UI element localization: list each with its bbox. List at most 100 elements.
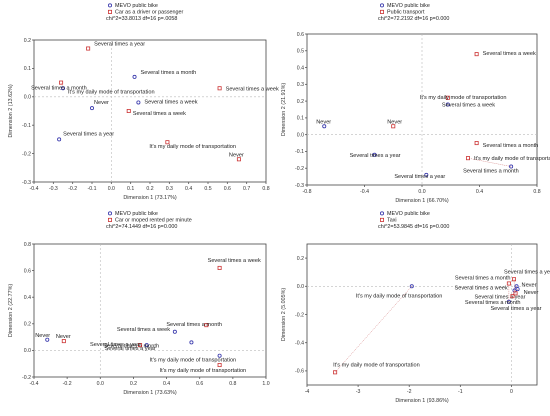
x-axis-title: Dimension 1 (73.63%) [123, 390, 177, 396]
data-point-label: It's my daily mode of transportation [149, 144, 236, 150]
x-tick-label: 1.0 [262, 381, 269, 387]
y-axis-title: Dimension 2 (13.62%) [8, 84, 14, 138]
data-point-circle [61, 86, 66, 91]
y-tick-label: -0.2 [22, 375, 31, 381]
x-tick-label: 0.8 [262, 186, 269, 192]
chi-square-stat: chi^2=74.1449 df=16 p=0.000 [106, 224, 177, 230]
legend-label: MEVO public bike [387, 3, 430, 9]
y-axis-title: Dimension 2 (21.91%) [281, 83, 287, 137]
x-tick-label: -0.4 [360, 189, 369, 195]
data-point-circle [172, 329, 177, 334]
x-tick-label: -0.8 [303, 189, 312, 195]
data-point-label: Several times a year [475, 295, 526, 301]
data-point-label: Never [387, 119, 402, 125]
data-point-square [217, 265, 222, 270]
data-point-label: Several times a month [103, 343, 159, 349]
x-tick-label: 0.5 [204, 186, 211, 192]
chi-square-stat: chi^2=72.2192 df=16 p=0.000 [378, 16, 449, 22]
data-point-label: Several times a week [208, 258, 261, 264]
data-point-circle [136, 100, 141, 105]
legend-marker-square [380, 217, 385, 222]
data-point-label: Several times a month [455, 275, 511, 281]
y-tick-label: 0.6 [24, 268, 31, 274]
data-point-square [511, 277, 516, 282]
data-point-label: It's my daily mode of transportation [474, 156, 550, 162]
y-tick-label: 0.4 [297, 65, 304, 71]
legend-label: MEVO public bike [115, 211, 158, 217]
data-point-label: Never [35, 333, 50, 339]
data-point-label: Several times a month [483, 143, 539, 149]
data-point-label: Several times a week [117, 327, 170, 333]
data-point-circle [132, 74, 137, 79]
data-point-label: Several times a year [105, 346, 156, 352]
y-tick-label: 0.0 [297, 132, 304, 138]
data-point-label: Several times a year [490, 306, 541, 312]
data-point-circle [506, 299, 511, 304]
data-point-square [391, 124, 396, 129]
y-axis-title: Dimension 2 (5.005%) [281, 288, 287, 342]
data-point-label: Several times a year [90, 342, 141, 348]
x-tick-label: 0.8 [229, 381, 236, 387]
data-point-circle [217, 353, 222, 358]
legend-marker-circle [380, 211, 385, 216]
data-point-square [333, 370, 338, 375]
y-tick-label: -0.2 [22, 151, 31, 157]
data-point-label: Never [56, 334, 71, 340]
data-point-label: Several times a year [94, 42, 145, 48]
y-tick-label: 0.6 [297, 32, 304, 38]
data-point-square [236, 157, 241, 162]
x-tick-label: 0.6 [196, 381, 203, 387]
x-tick-label: -0.1 [88, 186, 97, 192]
legend-marker-square [108, 217, 113, 222]
data-point-square [510, 294, 515, 299]
data-point-square [465, 156, 470, 161]
x-tick-label: 0.4 [185, 186, 192, 192]
legend-marker-circle [108, 3, 113, 8]
data-point-label: Several times a month [463, 169, 519, 175]
x-tick-label: 0.4 [476, 189, 483, 195]
data-point-label: Several times a year [504, 269, 550, 275]
legend-label: MEVO public bike [115, 3, 158, 9]
legend-marker-square [108, 9, 113, 14]
x-tick-label: 0.0 [97, 381, 104, 387]
data-point-circle [424, 172, 429, 177]
data-point-circle [322, 124, 327, 129]
data-point-label: It's my daily mode of transportation [333, 362, 420, 368]
data-point-square [165, 140, 170, 145]
data-point-circle [90, 106, 95, 111]
x-tick-label: 0 [510, 389, 513, 395]
x-tick-label: 0.7 [243, 186, 250, 192]
data-point-label: Several times a week [133, 111, 186, 117]
data-point-label: It's my daily mode of transportation [420, 95, 507, 101]
data-point-label: Several times a month [166, 322, 222, 328]
y-tick-label: 0.0 [24, 348, 31, 354]
x-tick-label: 0.2 [146, 186, 153, 192]
x-tick-label: -0.2 [63, 381, 72, 387]
x-tick-label: 0.3 [166, 186, 173, 192]
data-point-circle [57, 137, 62, 142]
data-point-label: Several times a month [31, 86, 87, 92]
data-point-square [474, 141, 479, 146]
x-tick-label: 0.1 [127, 186, 134, 192]
data-point-label: It's my daily mode of transportation [68, 89, 155, 95]
y-tick-label: -0.1 [22, 123, 31, 129]
data-point-label: Several times a month [141, 70, 197, 76]
y-tick-label: 0.2 [297, 256, 304, 262]
data-point-circle [445, 102, 450, 107]
data-point-label: Several times a week [455, 285, 508, 291]
data-point-circle [189, 340, 194, 345]
y-tick-label: 0.1 [24, 66, 31, 72]
point-connector [334, 286, 412, 373]
data-point-label: Never [524, 290, 539, 296]
data-point-circle [144, 343, 149, 348]
y-tick-label: -0.4 [295, 341, 304, 347]
data-point-label: Several times a month [465, 300, 521, 306]
x-tick-label: 0.0 [418, 189, 425, 195]
data-point-square [474, 52, 479, 57]
x-tick-label: -4 [305, 389, 310, 395]
legend-label: Taxi [387, 218, 397, 224]
data-point-square [513, 291, 518, 296]
